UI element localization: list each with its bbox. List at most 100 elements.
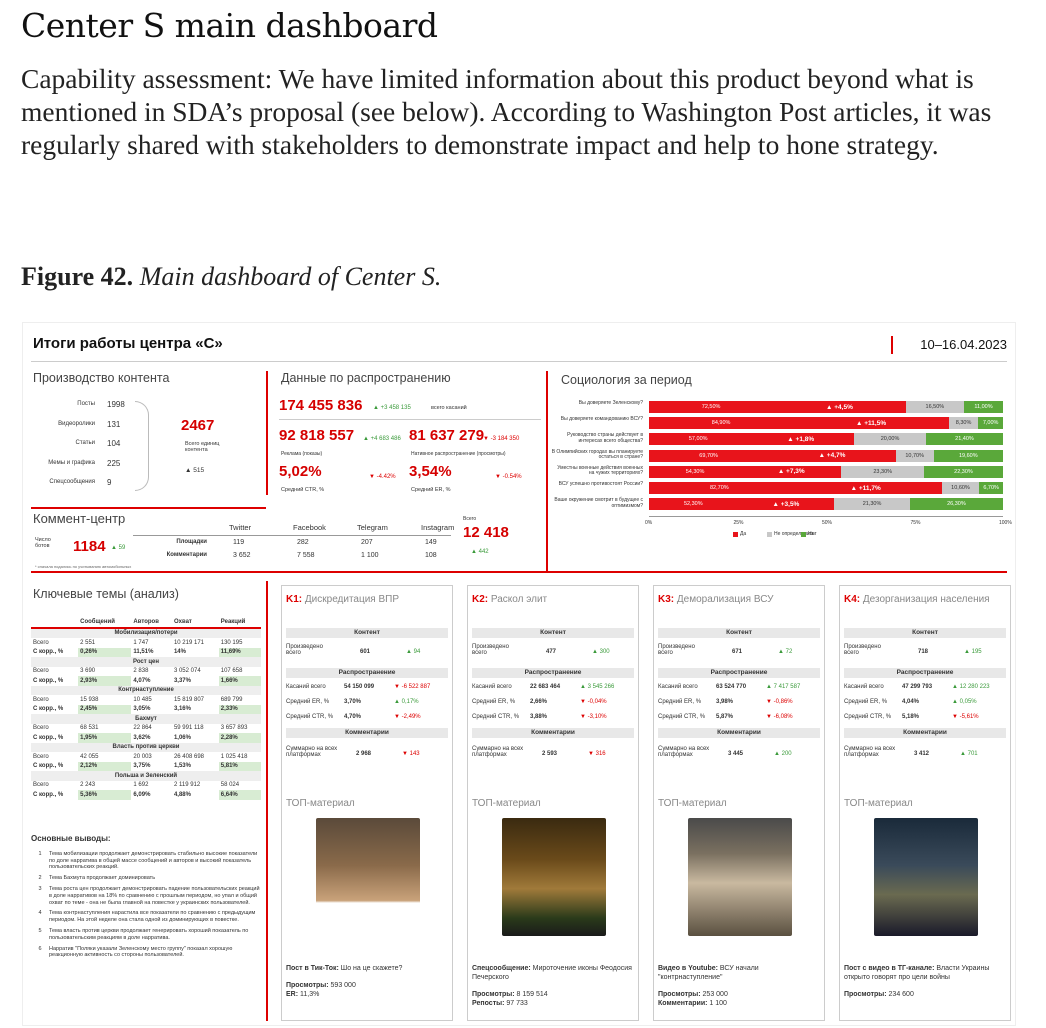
er-label: Средний ER, % (411, 487, 451, 493)
section-divider (31, 571, 1007, 573)
topic-total-row: Всего 15 938 10 485 15 819 807 689 799 (31, 695, 261, 705)
kpi-card: K4: Дезорганизация населения Контент Произ… (839, 585, 1011, 1021)
card-metric-value: 3,88% (530, 714, 548, 720)
topic-share-row: С корр., % 0,26% 11,51% 14% 11,69% (31, 647, 261, 657)
production-item-label: Посты (77, 401, 95, 407)
ads-impressions: 92 818 557 (279, 427, 355, 444)
distribution-divider (279, 419, 541, 420)
divider-1 (266, 371, 268, 495)
native-label: Нативное распространение (просмотры) (411, 451, 506, 457)
card-key: K3: (658, 594, 675, 605)
dashboard-title: Итоги работы центра «С» (33, 335, 223, 352)
date-separator (891, 336, 893, 354)
card-metric-label: Касаний всего (658, 684, 698, 690)
distribution-total-label: всего касаний (431, 405, 467, 411)
card-metric-delta: ▼ -2,49% (394, 714, 421, 720)
divider-3 (266, 581, 268, 1021)
conclusion-item: 4 Тема контрнаступления нарастила все пок… (31, 910, 261, 924)
card-metric-delta: ▲ 7 417 587 (766, 684, 801, 690)
card-key: K2: (472, 594, 489, 605)
card-produced-label: Произведено всего (472, 644, 509, 656)
conclusion-item: 6 Нарратив "Поляки указали Зеленскому мес… (31, 946, 261, 960)
topic-cell: 42 055 (80, 753, 99, 760)
conclusion-item: 3 Тема роста цен продолжает демонстрирова… (31, 886, 261, 906)
card-produced-value: 671 (732, 649, 743, 655)
card-stat-key: Просмотры: (286, 982, 329, 989)
conclusion-text: Тема контрнаступления нарастила все пока… (49, 910, 256, 924)
conclusions-title: Основные выводы: (31, 834, 111, 843)
card-metric-value: 3,70% (344, 699, 362, 705)
sociology-axis (649, 516, 1003, 518)
card-produced-label: Произведено всего (658, 644, 695, 656)
topic-cell: 2,12% (78, 761, 132, 771)
conclusion-text: Тема Бахмута продолжает доминировать (49, 875, 156, 882)
sociology-bar-undecided: 20,00% (854, 433, 926, 446)
card-distribution-header: Распространение (286, 668, 448, 678)
topics-header-row: Сообщений Авторов Охват Реакций (31, 617, 261, 627)
topic-cell: 10 485 (133, 696, 152, 703)
conclusion-text: Тема мобилизации продолжает демонстриров… (49, 850, 258, 871)
card-metric-value: 5,87% (716, 714, 734, 720)
card-produced-label: Произведено всего (844, 644, 881, 656)
card-name: Дезорганизация населения (860, 594, 990, 605)
card-stat: Просмотры: 253 000 (658, 990, 820, 999)
card-stat: Просмотры: 593 000 (286, 981, 448, 990)
card-caption-spacer (844, 982, 1006, 990)
sociology-delta: ▲ +3,5% (772, 500, 800, 508)
card-stat: Комментарии: 1 100 (658, 999, 820, 1008)
topic-cell: 20 003 (133, 753, 152, 760)
card-comments-header: Комментарии (286, 728, 448, 738)
sociology-yes-value: 82,70% (709, 485, 729, 491)
topic-total-row: Всего 3 690 2 838 3 052 074 107 658 (31, 667, 261, 677)
card-title: K3: Деморализация ВСУ (658, 594, 773, 605)
figure-caption-text: Main dashboard of Center S. (139, 262, 442, 291)
distribution-total: 174 455 836 (279, 397, 363, 414)
kpi-card: K2: Раскол элит Контент Произведено всего 4… (467, 585, 639, 1021)
topic-group-row: Рост цен (31, 657, 261, 667)
card-content-header: Контент (658, 628, 820, 638)
topic-cell: 3,62% (133, 734, 151, 741)
card-metric-delta: ▲ 3 545 266 (580, 684, 615, 690)
topics-header-cell: Охват (171, 617, 219, 627)
topic-cell: 68 531 (80, 725, 99, 732)
dashboard-date: 10–16.04.2023 (920, 337, 1007, 352)
sociology-bar-no: 21,40% (926, 433, 1003, 446)
comments-title: Коммент-центр (33, 511, 126, 526)
topic-cell: С корр., % (33, 791, 64, 798)
production-total: 2467 (181, 417, 215, 434)
card-caption-spacer (472, 982, 634, 990)
sociology-bar-yes: 54,30% ▲ +7,3% (649, 465, 842, 478)
sociology-bar-no: 22,30% (923, 465, 1003, 478)
sociology-delta: ▲ +11,7% (850, 484, 881, 492)
comments-total-label: Всего (463, 516, 477, 522)
conclusions: Основные выводы: 1 Тема мобилизации продо… (31, 834, 261, 963)
card-content-header: Контент (472, 628, 634, 638)
sociology-axis-tick: 75% (910, 520, 921, 527)
card-caption-title: Видео в Youtube: ВСУ начали "контрнаступ… (658, 964, 820, 982)
topic-cell: Всего (33, 725, 49, 732)
conclusion-number: 2 (38, 875, 42, 882)
card-comments-delta: ▼ 316 (588, 751, 606, 757)
card-caption-text: Власти Украины открыто говорят про цели … (844, 965, 990, 981)
sociology-title: Социология за период (561, 373, 692, 387)
card-caption-spacer (286, 973, 448, 981)
comments-total: 12 418 (463, 524, 509, 541)
sociology-bar-no: 19,60% (933, 449, 1003, 462)
bots-label: Число ботов (35, 537, 51, 549)
topic-cell: 59 991 118 (173, 725, 204, 732)
topic-cell: Всего (33, 782, 49, 789)
card-top-material-label: ТОП-материал (286, 798, 355, 809)
sociology-bar-no: 7,00% (978, 417, 1003, 430)
production-item-value: 9 (107, 478, 112, 487)
card-comments-header: Комментарии (844, 728, 1006, 738)
topic-cell: 4,07% (133, 677, 151, 684)
card-metric-label: Средний CTR, % (286, 714, 334, 720)
production-item-value: 131 (107, 419, 121, 429)
comments-table-line (133, 535, 451, 536)
card-stat-key: Комментарии: (658, 1000, 708, 1007)
card-metric-delta: ▲ 0,05% (952, 699, 977, 705)
sociology-question: Вы доверяете Зеленскому? (578, 400, 643, 406)
comments-cell: 1 100 (361, 552, 379, 559)
sociology-yes-value: 69,70% (699, 452, 718, 459)
conclusion-text: Тема роста цен продолжает демонстрироват… (49, 885, 260, 906)
